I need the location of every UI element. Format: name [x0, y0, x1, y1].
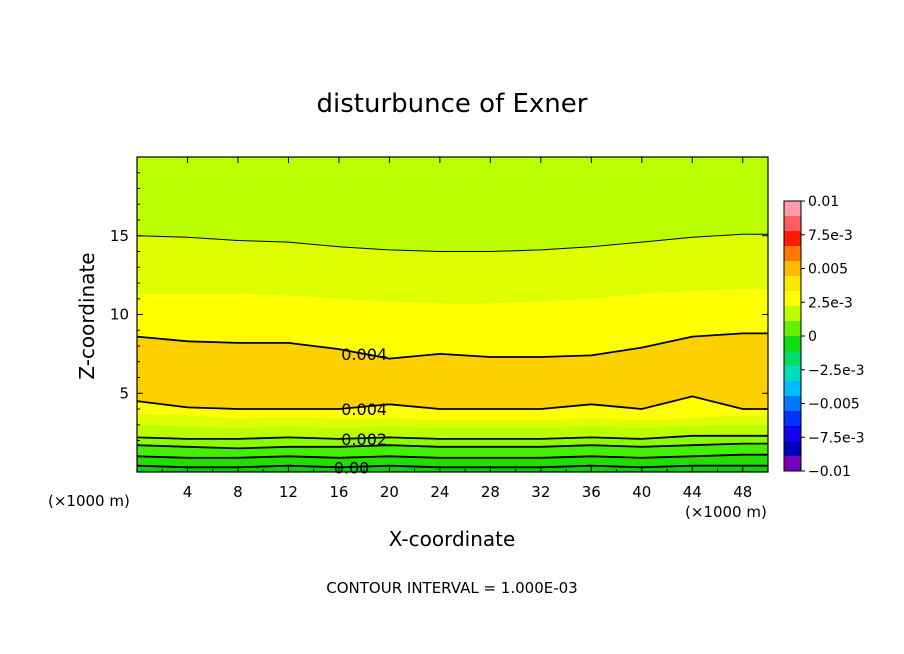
colorbar-swatch [784, 276, 801, 292]
contour-band-6 [137, 424, 768, 439]
x-tick-label: 24 [430, 483, 449, 501]
x-tick-label: 44 [683, 483, 702, 501]
colorbar-label: 0.005 [808, 262, 848, 278]
y-tick-label: 15 [110, 227, 129, 245]
colorbar-swatch [784, 231, 801, 247]
y-axis-label: Z-coordinate [75, 252, 99, 379]
contour-line-2 [136, 395, 768, 410]
contour-line-4 [136, 442, 768, 450]
contour-interval-note: CONTOUR INTERVAL = 1.000E-03 [326, 579, 577, 597]
colorbar-swatch [784, 246, 801, 262]
y-unit-label: (×1000 m) [48, 492, 130, 510]
colorbar-swatch [784, 306, 801, 322]
contour-label: 0.002 [341, 430, 387, 449]
x-unit-label: (×1000 m) [685, 503, 767, 521]
colorbar-swatch [784, 216, 801, 232]
contour-line-1 [136, 332, 768, 360]
contour-line-0 [136, 233, 768, 252]
x-axis-ticks: 4 8 12 16 20 24 28 32 36 40 44 48 [161, 157, 752, 501]
contour-label: 0.004 [341, 400, 387, 419]
colorbar-label: 0 [808, 329, 817, 345]
chart-title: disturbunce of Exner [317, 89, 588, 119]
contour-band-9 [137, 454, 768, 468]
x-axis-label: X-coordinate [389, 527, 516, 551]
colorbar: 0.01 7.5e-3 0.005 2.5e-3 0 −2.5e-3 −0.005 −7.5e… [783, 194, 865, 480]
contour-band-10 [137, 465, 768, 472]
x-tick-label: 20 [380, 483, 399, 501]
colorbar-label: −2.5e-3 [808, 363, 865, 379]
x-tick-label: 16 [329, 483, 348, 501]
colorbar-swatch [784, 426, 801, 442]
contour-band-4 [137, 396, 768, 420]
colorbar-label: 2.5e-3 [808, 295, 853, 311]
colorbar-swatch [784, 441, 801, 457]
x-tick-label: 8 [233, 483, 243, 501]
colorbar-swatch [784, 201, 801, 217]
contour-band-2 [137, 289, 768, 359]
colorbar-swatch [784, 336, 801, 352]
x-tick-label: 28 [481, 483, 500, 501]
contour-band-3 [137, 333, 768, 409]
contour-line-3 [136, 434, 768, 440]
contour-band-5 [137, 413, 768, 428]
contour-line-6 [136, 464, 768, 469]
x-tick-label: 32 [531, 483, 550, 501]
x-tick-label: 36 [582, 483, 601, 501]
contour-band-0 [137, 157, 768, 252]
colorbar-swatch [784, 396, 801, 412]
colorbar-label: −7.5e-3 [808, 430, 865, 446]
contour-band-1 [137, 234, 768, 304]
colorbar-swatch [784, 321, 801, 337]
x-tick-label: 40 [632, 483, 651, 501]
colorbar-swatch [784, 261, 801, 277]
colorbar-label: 0.01 [808, 194, 839, 210]
colorbar-swatch [784, 291, 801, 307]
colorbar-swatch [784, 381, 801, 397]
contour-label: 0.004 [341, 345, 387, 364]
contour-line-5 [136, 453, 768, 459]
x-tick-label: 48 [733, 483, 752, 501]
colorbar-swatch [784, 366, 801, 382]
y-tick-label: 5 [119, 384, 129, 402]
x-tick-label: 4 [183, 483, 193, 501]
colorbar-label: −0.005 [808, 397, 860, 413]
colorbar-label: 7.5e-3 [808, 228, 853, 244]
colorbar-swatch [784, 411, 801, 427]
colorbar-swatch [784, 351, 801, 367]
y-axis-ticks: 5 10 15 [110, 172, 768, 457]
y-tick-label: 10 [110, 306, 129, 324]
x-tick-label: 12 [279, 483, 298, 501]
colorbar-label: −0.01 [808, 464, 851, 480]
colorbar-swatch [784, 456, 801, 472]
